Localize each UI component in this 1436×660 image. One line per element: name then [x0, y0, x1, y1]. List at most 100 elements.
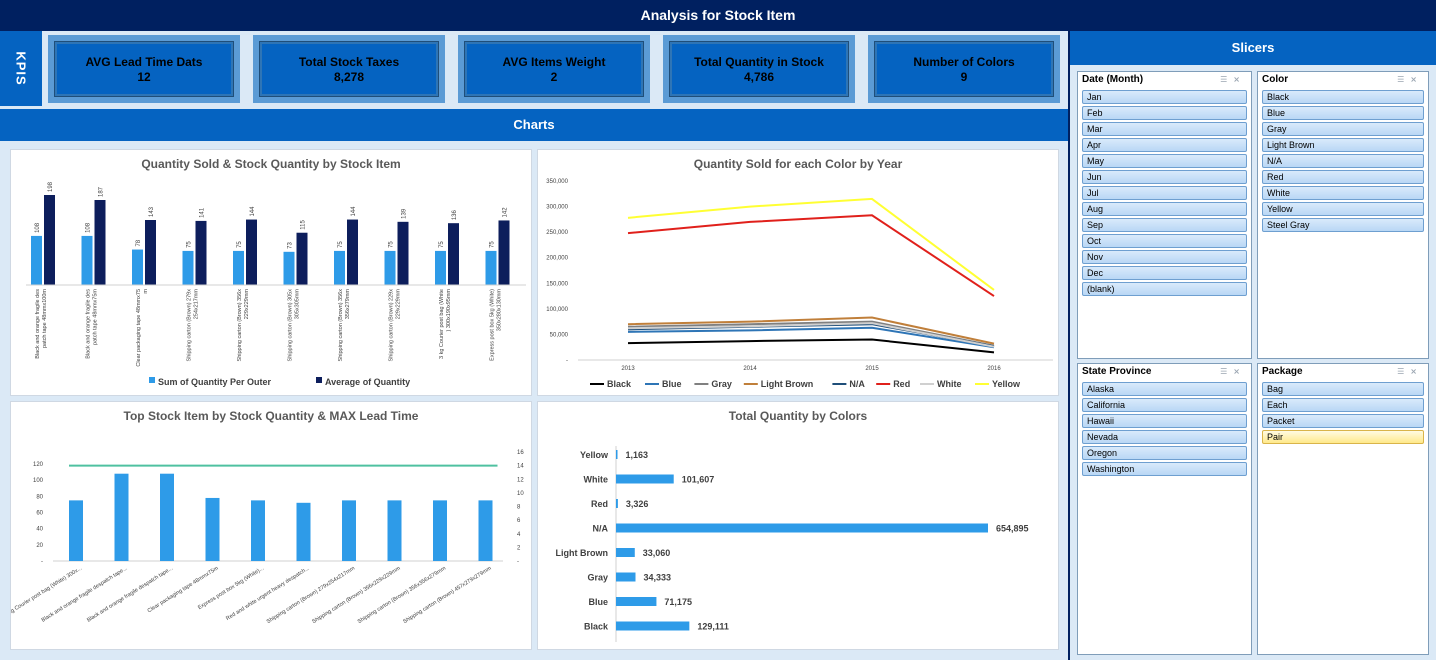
- tick-label: Black and orange fragile des: [86, 289, 92, 359]
- slicer-item[interactable]: Blue: [1262, 106, 1424, 120]
- slicer-item[interactable]: May: [1082, 154, 1247, 168]
- slicer-item[interactable]: Dec: [1082, 266, 1247, 280]
- slicer-item[interactable]: Alaska: [1082, 382, 1247, 396]
- slicer-item[interactable]: (blank): [1082, 282, 1247, 296]
- slicer-item[interactable]: Yellow: [1262, 202, 1424, 216]
- legend-entry: White: [937, 379, 962, 389]
- bar: [334, 250, 345, 285]
- slicer-item[interactable]: Steel Gray: [1262, 218, 1424, 232]
- slicer-item[interactable]: Washington: [1082, 462, 1247, 476]
- slicer-item[interactable]: Hawaii: [1082, 414, 1247, 428]
- slicer-item[interactable]: N/A: [1262, 154, 1424, 168]
- slicer-item[interactable]: Nov: [1082, 250, 1247, 264]
- slicer-item[interactable]: Apr: [1082, 138, 1247, 152]
- legend-entry: Sum of Quantity Per Outer: [158, 377, 272, 387]
- data-label: 129,111: [697, 622, 729, 632]
- clear-filter-icon[interactable]: ⨯: [1410, 367, 1423, 376]
- page-title: Analysis for Stock Item: [0, 0, 1436, 31]
- data-label: 73: [288, 241, 294, 248]
- y-tick-label: -: [566, 358, 568, 364]
- tick-label: 3 kg Courier post bag (White: [439, 289, 445, 359]
- slicer-tools: ☰⨯: [1220, 367, 1246, 376]
- slicer-state-province: State Province ☰⨯ Alaska California Hawaii Ne…: [1077, 363, 1252, 655]
- data-label: 654,895: [996, 524, 1029, 534]
- multi-select-icon[interactable]: ☰: [1220, 367, 1234, 376]
- slicer-item[interactable]: Packet: [1262, 414, 1424, 428]
- slicer-title: Package: [1262, 366, 1303, 377]
- chart-color-year-svg: 350,000 300,000 250,000 200,000 150,000 100,0…: [546, 179, 1053, 389]
- tick-label: 229x229mm: [244, 289, 250, 320]
- slicer-item[interactable]: White: [1262, 186, 1424, 200]
- tick-label: 356x279mm: [345, 289, 351, 320]
- tick-label: Shipping carton (Brown) 457x279x279mm: [402, 565, 493, 625]
- series-line: [627, 338, 995, 354]
- data-label: 33,060: [643, 548, 671, 558]
- slicer-item[interactable]: Light Brown: [1262, 138, 1424, 152]
- chart-panel-color-year: Quantity Sold for each Color by Year 350…: [537, 149, 1059, 396]
- kpi-card: AVG Items Weight 2: [458, 35, 650, 103]
- tick-label: Clear packaging tape 48mmx75m: [147, 565, 220, 614]
- multi-select-icon[interactable]: ☰: [1397, 75, 1411, 84]
- bar: [498, 220, 510, 285]
- tick-label: ) 300x190x95mm: [446, 289, 452, 332]
- tick-label: Red and white urgent heavy despatch...: [225, 565, 311, 622]
- bar: [387, 500, 402, 561]
- slicer-item[interactable]: Aug: [1082, 202, 1247, 216]
- bar: [616, 499, 618, 508]
- bar: [616, 474, 674, 484]
- series-line: [627, 320, 995, 347]
- kpi-value: 8,278: [333, 69, 365, 84]
- slicer-item[interactable]: Gray: [1262, 122, 1424, 136]
- slicer-item[interactable]: Bag: [1262, 382, 1424, 396]
- y-tick-label: 50,000: [550, 332, 569, 338]
- y2-tick-label: 8: [517, 505, 521, 511]
- slicer-item[interactable]: Each: [1262, 398, 1424, 412]
- multi-select-icon[interactable]: ☰: [1397, 367, 1411, 376]
- data-label: 115: [301, 219, 307, 229]
- slicer-item[interactable]: Jan: [1082, 90, 1247, 104]
- y-tick-label: 100: [33, 478, 44, 484]
- bar: [616, 450, 618, 459]
- slicer-item[interactable]: Oregon: [1082, 446, 1247, 460]
- bar: [246, 219, 257, 285]
- bar: [195, 220, 207, 285]
- slicer-item[interactable]: Feb: [1082, 106, 1247, 120]
- chart-panel-top-stock: Top Stock Item by Stock Quantity & MAX L…: [10, 401, 532, 650]
- slicer-item[interactable]: Jun: [1082, 170, 1247, 184]
- slicers-body: Date (Month) ☰⨯ Jan Feb Mar Apr May Jun Jul Aug Se…: [1070, 65, 1436, 660]
- slicer-item[interactable]: California: [1082, 398, 1247, 412]
- slicer-item[interactable]: Red: [1262, 170, 1424, 184]
- main-area: KPIS AVG Lead Time Dats 12 Total Stock Ta…: [0, 31, 1068, 660]
- clear-filter-icon[interactable]: ⨯: [1410, 75, 1423, 84]
- slicer-header: Color ☰⨯: [1258, 72, 1428, 88]
- slicer-item[interactable]: Sep: [1082, 218, 1247, 232]
- clear-filter-icon[interactable]: ⨯: [1233, 367, 1246, 376]
- bar: [296, 232, 308, 285]
- y2-tick-label: 6: [517, 518, 521, 524]
- bar: [69, 500, 83, 561]
- clear-filter-icon[interactable]: ⨯: [1233, 75, 1246, 84]
- slicer-item[interactable]: Black: [1262, 90, 1424, 104]
- data-label: 75: [490, 241, 496, 248]
- multi-select-icon[interactable]: ☰: [1220, 75, 1234, 84]
- slicer-item[interactable]: Jul: [1082, 186, 1247, 200]
- tick-label: Shipping carton (Brown) 229x: [389, 289, 395, 362]
- y-tick-label: 40: [36, 527, 43, 533]
- data-label: 108: [35, 222, 41, 233]
- tick-label: Shipping carton (Brown) 356x229x229mm: [311, 565, 402, 625]
- bar: [435, 250, 446, 285]
- data-label: 198: [48, 181, 54, 192]
- bar: [81, 235, 93, 285]
- kpi-title: Number of Colors: [913, 54, 1015, 69]
- data-label: 1,163: [626, 450, 649, 460]
- y-tick-label: 100,000: [546, 307, 568, 313]
- slicer-item[interactable]: Nevada: [1082, 430, 1247, 444]
- slicer-item[interactable]: Mar: [1082, 122, 1247, 136]
- slicer-item[interactable]: Pair: [1262, 430, 1424, 444]
- bar: [296, 502, 311, 561]
- data-label: 144: [351, 206, 357, 217]
- kpi-strip: AVG Lead Time Dats 12 Total Stock Taxes 8,…: [42, 31, 1068, 106]
- slicer-item[interactable]: Oct: [1082, 234, 1247, 248]
- tick-label: Shipping carton (Brown) 356x: [237, 289, 243, 362]
- kpi-label-text: KPIS: [13, 51, 29, 86]
